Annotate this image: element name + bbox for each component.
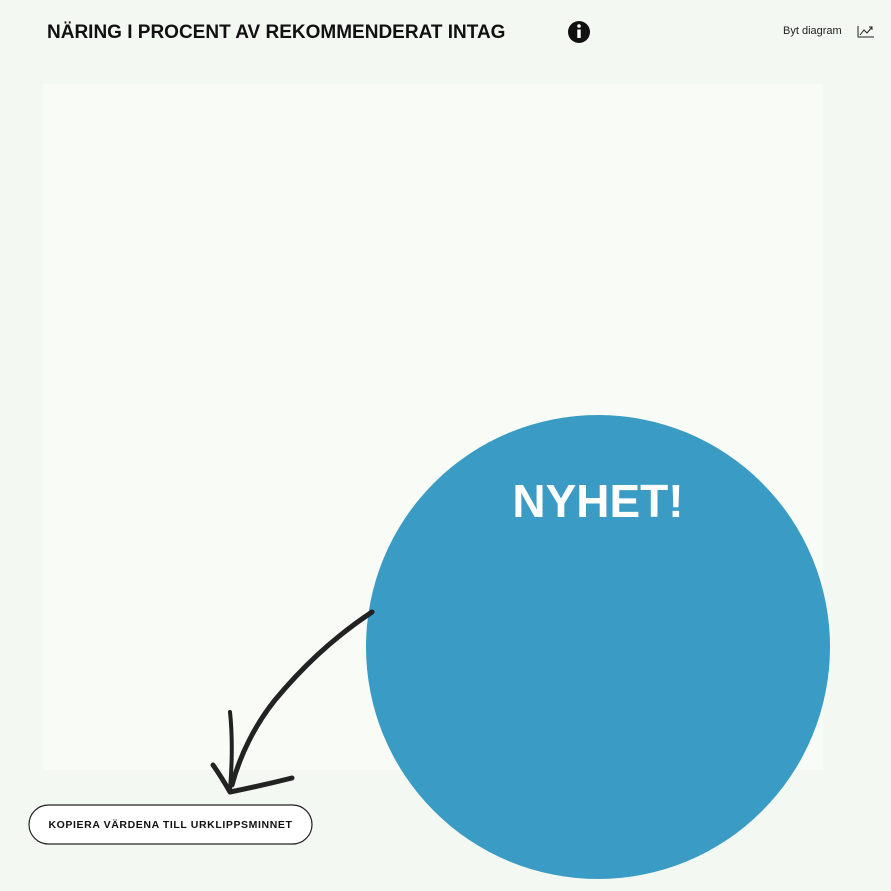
switch-chart[interactable]: Byt diagram [783,25,874,38]
button-label: KOPIERA VÄRDENA TILL URKLIPPSMINNET [48,818,292,831]
callout-circle [366,415,830,879]
info-icon[interactable] [568,21,590,43]
callout: NYHET! [366,415,830,879]
arrow-stroke [228,710,234,792]
switch-icon [857,26,874,38]
copy-button[interactable]: KOPIERA VÄRDENA TILL URKLIPPSMINNET [28,804,313,845]
callout-heading: NYHET! [512,475,683,527]
switch-label: Byt diagram [783,25,842,37]
title: NÄRING I PROCENT AV REKOMMENDERAT INTAG [47,22,505,43]
